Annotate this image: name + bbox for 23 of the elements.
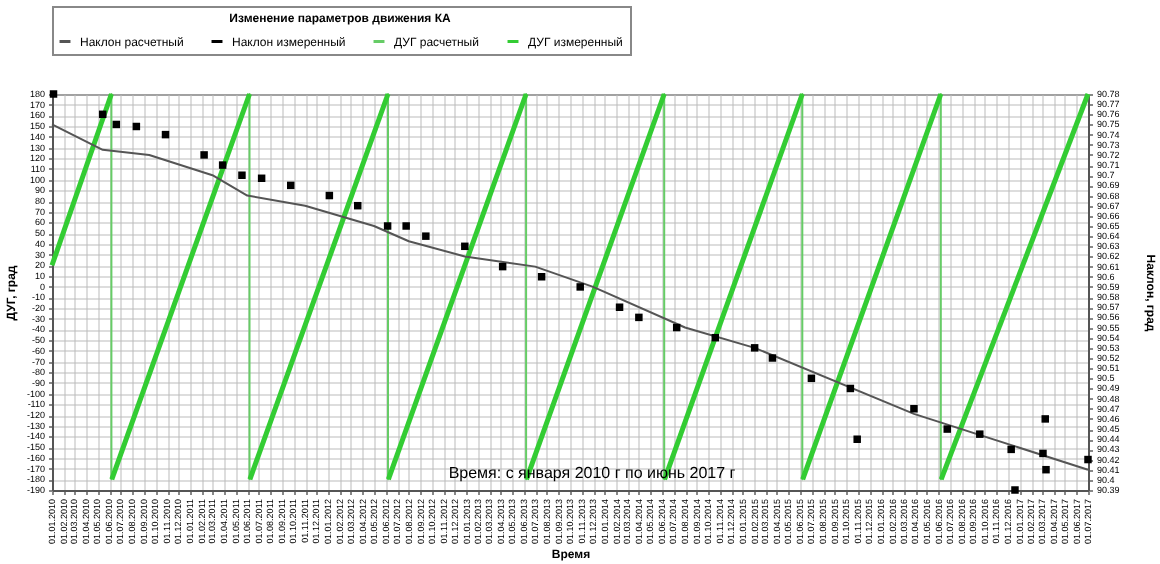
point [615,303,624,311]
point [853,435,861,443]
point [1039,449,1047,458]
point [576,283,584,291]
point [768,354,777,362]
point [461,242,469,251]
point [976,430,984,438]
point [1042,465,1050,474]
point [635,313,643,322]
point [402,222,410,230]
point [1007,445,1015,454]
point [1011,486,1019,494]
point [218,161,227,169]
point [750,344,759,352]
point [537,273,546,281]
point [1084,455,1092,464]
point [1041,415,1049,423]
point [943,425,951,433]
point [422,232,430,240]
point [383,222,392,230]
point [200,151,208,159]
point [238,171,246,179]
point [910,405,918,413]
